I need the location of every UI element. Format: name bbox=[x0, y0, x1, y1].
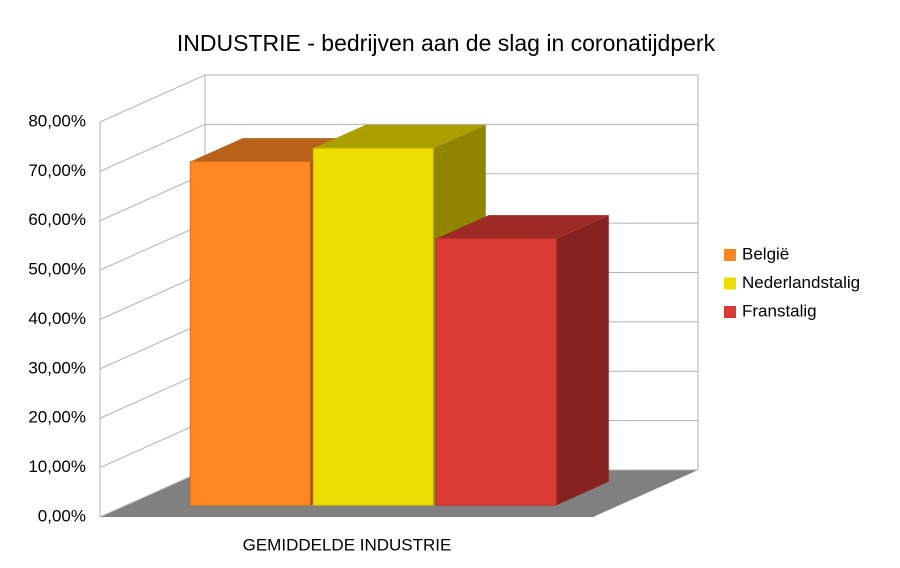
legend-swatch bbox=[724, 249, 736, 261]
y-tick-label: 80,00% bbox=[28, 111, 86, 130]
bar-top bbox=[436, 215, 609, 239]
x-tick-label: GEMIDDELDE INDUSTRIE bbox=[243, 535, 452, 554]
bar-side bbox=[556, 215, 609, 506]
legend-label: Franstalig bbox=[742, 301, 817, 320]
y-tick-label: 20,00% bbox=[28, 408, 86, 427]
y-tick-label: 70,00% bbox=[28, 161, 86, 180]
grid-segment bbox=[99, 74, 698, 123]
y-tick-label: 60,00% bbox=[28, 210, 86, 229]
y-tick-label: 30,00% bbox=[28, 358, 86, 377]
chart-title: INDUSTRIE - bedrijven aan de slag in cor… bbox=[177, 30, 716, 56]
y-tick-label: 50,00% bbox=[28, 260, 86, 279]
y-tick-label: 10,00% bbox=[28, 457, 86, 476]
bar-front bbox=[435, 238, 557, 506]
bar-front bbox=[312, 147, 434, 506]
legend-swatch bbox=[724, 306, 736, 318]
grid-line bbox=[99, 123, 698, 172]
bar bbox=[435, 215, 609, 506]
bar-front bbox=[189, 161, 311, 506]
legend-swatch bbox=[724, 277, 736, 290]
y-tick-label: 0,00% bbox=[38, 506, 86, 525]
grid-segment bbox=[99, 123, 698, 172]
legend-label: Nederlandstalig bbox=[742, 273, 860, 292]
grid-line bbox=[99, 74, 698, 123]
legend-label: België bbox=[742, 244, 789, 263]
bar-top bbox=[313, 124, 486, 149]
y-tick-label: 40,00% bbox=[28, 309, 86, 328]
